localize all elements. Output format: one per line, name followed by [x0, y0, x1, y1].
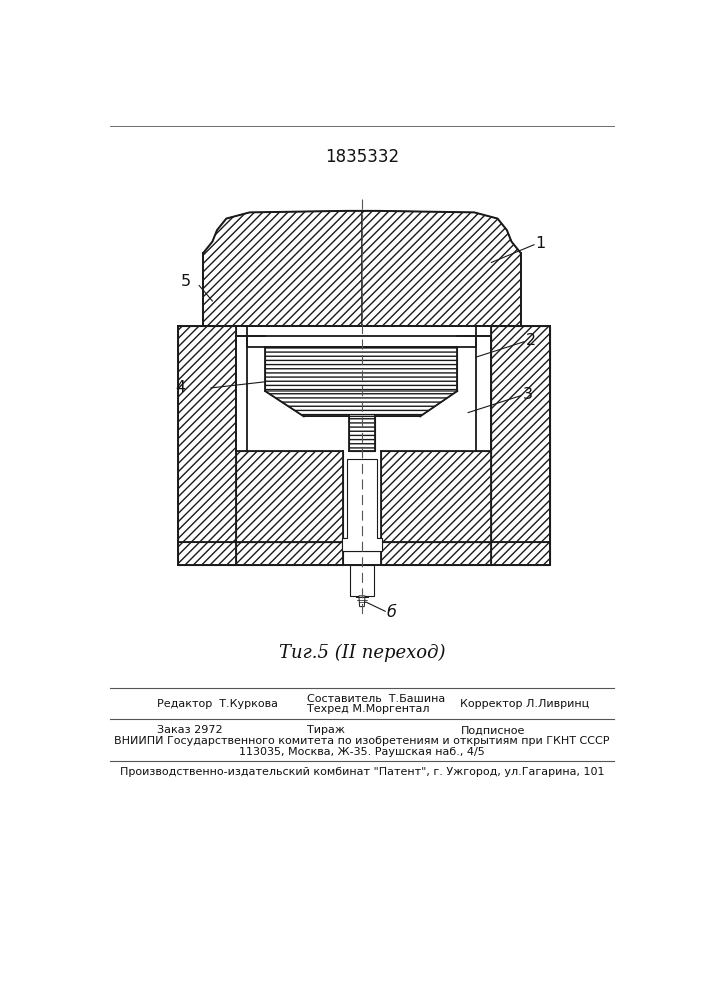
Polygon shape — [349, 416, 375, 451]
Polygon shape — [235, 336, 247, 451]
Text: 5: 5 — [180, 274, 191, 289]
Text: Заказ 2972: Заказ 2972 — [156, 725, 222, 735]
Text: Подписное: Подписное — [460, 725, 525, 735]
Text: Составитель  Т.Башина: Составитель Т.Башина — [307, 694, 445, 704]
Text: 4: 4 — [175, 380, 185, 395]
Polygon shape — [235, 336, 349, 451]
Polygon shape — [341, 459, 382, 551]
Text: Техред М.Моргентал: Техред М.Моргентал — [307, 704, 429, 714]
Text: Редактор  Т.Куркова: Редактор Т.Куркова — [156, 699, 278, 709]
Text: Тираж: Тираж — [307, 725, 345, 735]
Polygon shape — [491, 326, 549, 542]
Text: 3: 3 — [522, 387, 532, 402]
Text: Производственно-издательский комбинат "Патент", г. Ужгород, ул.Гагарина, 101: Производственно-издательский комбинат "П… — [119, 767, 604, 777]
Text: 113035, Москва, Ж-35. Раушская наб., 4/5: 113035, Москва, Ж-35. Раушская наб., 4/5 — [239, 747, 485, 757]
Polygon shape — [177, 326, 235, 542]
Polygon shape — [381, 451, 491, 542]
Text: 1: 1 — [535, 236, 546, 251]
Text: 2: 2 — [526, 333, 537, 348]
Polygon shape — [359, 596, 365, 607]
Text: 1835332: 1835332 — [325, 148, 399, 166]
Text: ВНИИПИ Государственного комитета по изобретениям и открытиям при ГКНТ СССР: ВНИИПИ Государственного комитета по изоб… — [115, 736, 609, 746]
Polygon shape — [375, 336, 491, 451]
Text: б: б — [387, 605, 397, 620]
Polygon shape — [265, 347, 457, 391]
Polygon shape — [203, 211, 362, 326]
Polygon shape — [177, 542, 235, 565]
Polygon shape — [341, 538, 382, 551]
Polygon shape — [265, 391, 457, 416]
Polygon shape — [362, 211, 521, 326]
Polygon shape — [235, 451, 343, 542]
Polygon shape — [351, 565, 373, 596]
Polygon shape — [235, 542, 343, 565]
Polygon shape — [381, 542, 491, 565]
Text: Корректор Л.Ливринц: Корректор Л.Ливринц — [460, 699, 590, 709]
Text: Τиг.5 (ІІ переход): Τиг.5 (ІІ переход) — [279, 644, 445, 662]
Polygon shape — [476, 336, 491, 451]
Polygon shape — [491, 542, 549, 565]
